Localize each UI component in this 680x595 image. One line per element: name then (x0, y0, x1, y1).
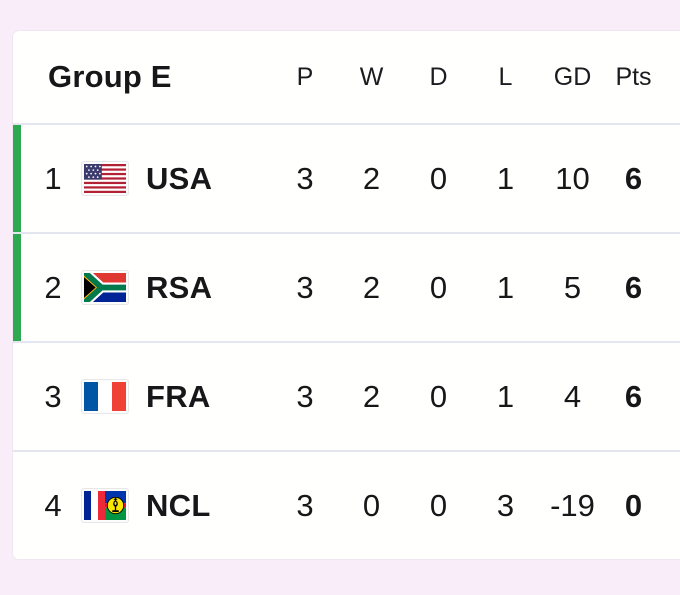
stat-played: 3 (296, 269, 314, 305)
team-row-rsa[interactable]: 2 RSA 3 2 0 1 5 6 (13, 232, 680, 341)
team-rank: 2 (44, 269, 62, 305)
stat-lost: 1 (496, 160, 515, 196)
stat-lost: 1 (496, 269, 515, 305)
stat-goal-difference: 5 (563, 269, 582, 305)
team-code: USA (146, 160, 213, 196)
stat-drawn: 0 (429, 378, 448, 414)
stat-won: 2 (362, 269, 381, 305)
stat-won: 2 (362, 378, 381, 414)
team-code: NCL (146, 487, 211, 523)
stat-lost: 1 (496, 378, 515, 414)
col-header-points: Pts (615, 62, 652, 91)
table-header: Group E P W D L GD Pts (13, 31, 680, 125)
stat-drawn: 0 (429, 269, 448, 305)
stat-drawn: 0 (429, 160, 448, 196)
stat-goal-difference: 4 (563, 378, 582, 414)
team-row-ncl[interactable]: 4 NCL 3 (13, 450, 680, 559)
new-caledonia-flag-icon (82, 489, 128, 522)
qualification-indicator (13, 125, 21, 232)
stat-won: 2 (362, 160, 381, 196)
stat-points: 6 (624, 378, 643, 414)
stat-played: 3 (296, 487, 314, 523)
team-rank: 4 (44, 487, 62, 523)
south-africa-flag-icon (82, 271, 128, 304)
col-header-drawn: D (429, 62, 448, 91)
group-standings-card: Group E P W D L GD Pts 1 (13, 31, 680, 559)
team-code: RSA (146, 269, 213, 305)
team-rank: 1 (44, 160, 62, 196)
stat-goal-difference: 10 (555, 160, 590, 196)
france-flag-icon (82, 380, 128, 413)
stat-goal-difference: -19 (550, 487, 595, 523)
stat-won: 0 (362, 487, 381, 523)
col-header-played: P (296, 62, 314, 91)
qualification-indicator (13, 234, 21, 341)
group-title: Group E (48, 59, 172, 94)
stat-played: 3 (296, 160, 314, 196)
stat-points: 0 (624, 487, 643, 523)
col-header-won: W (359, 62, 384, 91)
stat-points: 6 (624, 160, 643, 196)
stat-drawn: 0 (429, 487, 448, 523)
team-code: FRA (146, 378, 211, 414)
stat-lost: 3 (496, 487, 515, 523)
stat-played: 3 (296, 378, 314, 414)
team-row-fra[interactable]: 3 FRA 3 2 0 1 4 6 (13, 341, 680, 450)
col-header-goal-difference: GD (553, 62, 592, 91)
col-header-lost: L (498, 62, 513, 91)
team-row-usa[interactable]: 1 (13, 125, 680, 232)
stat-points: 6 (624, 269, 643, 305)
team-rank: 3 (44, 378, 62, 414)
usa-flag-icon (82, 162, 128, 195)
